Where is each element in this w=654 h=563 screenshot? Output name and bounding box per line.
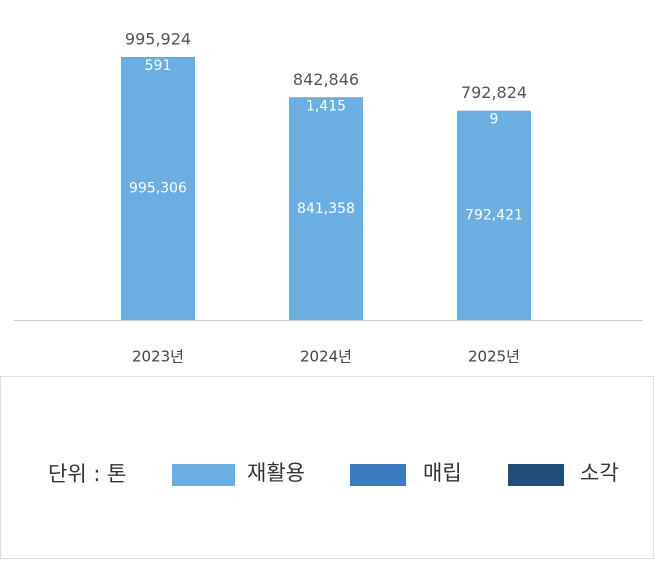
legend-swatch (508, 464, 564, 486)
segment-label: 841,358 (297, 201, 355, 217)
segment-label: 1,415 (306, 98, 346, 114)
segment-label: 9 (490, 112, 499, 128)
total-label: 995,924 (125, 30, 191, 49)
legend-swatch (172, 464, 235, 486)
x-tick-label: 2025년 (468, 348, 520, 366)
total-label: 792,824 (461, 83, 527, 102)
legend-label: 재활용 (247, 461, 305, 485)
total-label: 842,846 (293, 70, 359, 89)
legend-label: 소각 (580, 461, 619, 485)
legend-swatch (350, 464, 406, 486)
x-tick-label: 2023년 (132, 348, 184, 366)
unit-label: 단위 : 톤 (48, 462, 126, 486)
legend-label: 매립 (423, 461, 462, 485)
segment-label: 995,306 (129, 181, 187, 197)
x-tick-label: 2024년 (300, 348, 352, 366)
segment-label: 792,421 (465, 207, 523, 223)
segment-label: 591 (145, 58, 172, 74)
